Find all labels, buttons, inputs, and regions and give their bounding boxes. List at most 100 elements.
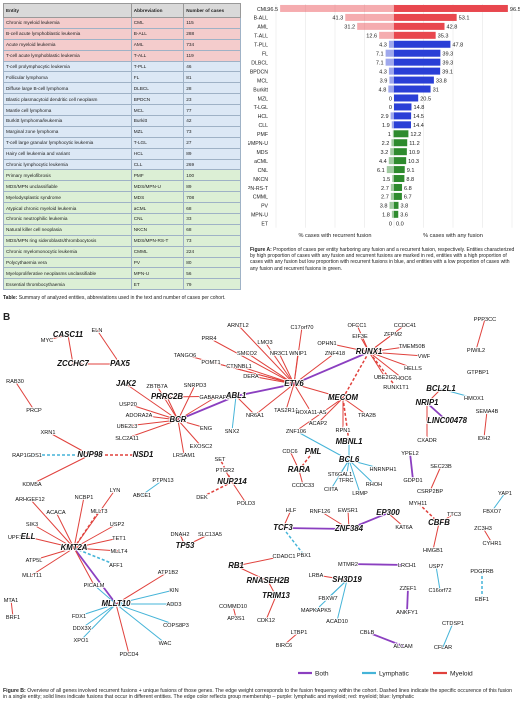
category-label: DLBCL: [251, 60, 268, 66]
fusion-edge: [115, 589, 175, 605]
gene-node: UPF1: [8, 535, 22, 541]
bar-any-fusion: [394, 94, 419, 102]
cell-abbreviation: CMML: [130, 245, 185, 258]
gene-node: DNAH2: [171, 532, 190, 538]
category-label: AML: [257, 25, 268, 31]
fusion-edge: [177, 419, 185, 456]
bar-recurrent-fusion: [392, 130, 394, 138]
gene-node: WNIP1: [289, 351, 307, 357]
bar-any-fusion: [394, 210, 399, 218]
gene-node: CTDSP1: [442, 621, 464, 627]
gene-node: OPHN1: [317, 341, 336, 347]
fusion-edge: [406, 587, 409, 613]
label-recurrent-fusion: 31.2: [344, 25, 355, 31]
gene-node: RPN1: [336, 428, 351, 434]
gene-node: C16orf72: [428, 588, 451, 594]
fusion-edge: [298, 451, 314, 471]
cell-abbreviation: BPDCN: [130, 93, 185, 106]
gene-node: SLC2A11: [115, 436, 139, 442]
label-recurrent-fusion: 0: [389, 96, 392, 102]
gene-node: RUNX1T1: [383, 385, 409, 391]
gene-node: EWSR1: [338, 508, 358, 514]
table-row: Chronic neutrophilic leukemia CNL 33: [3, 213, 241, 225]
fusion-edge: [232, 605, 237, 619]
gene-node: CCDC33: [292, 483, 314, 489]
category-label: CMML: [253, 195, 268, 201]
fusion-edge: [33, 547, 75, 561]
gene-node: FBXW7: [318, 596, 337, 602]
label-any-fusion: 14.8: [413, 105, 424, 111]
fusion-edge: [342, 397, 368, 416]
gene-node: ADORA2A: [126, 413, 153, 419]
gene-node: ATP1B2: [158, 570, 178, 576]
table-row: Myeloproliferative neoplasms unclassifia…: [3, 267, 241, 280]
gene-node: THOC6: [393, 376, 412, 382]
gene-node: HLF: [286, 508, 297, 514]
figure-a-caption-label: Figure A:: [250, 247, 272, 253]
label-recurrent-fusion: 7.1: [376, 60, 384, 66]
table-row: T-cell large granular lymphocytic leukem…: [3, 136, 241, 149]
table-row: Hairy cell leukemia and variant HCL 89: [3, 147, 241, 160]
gene-node: HOXA11-AS: [296, 410, 327, 416]
category-label: T-LGL: [254, 105, 269, 111]
gene-node: NUP98: [77, 450, 103, 459]
header-entity: Entity: [3, 3, 132, 18]
label-recurrent-fusion: 3.9: [380, 78, 388, 84]
fusion-edge: [330, 459, 350, 490]
gene-node: OFCC1: [348, 323, 367, 329]
cell-entity: Mantle cell lymphoma: [3, 104, 132, 117]
category-label: MDS/MPN-U: [248, 141, 268, 147]
cell-entity: Acute myeloid leukemia: [3, 38, 132, 51]
bar-recurrent-fusion: [390, 112, 394, 120]
bar-any-fusion: [394, 49, 441, 57]
gene-node: PTPN13: [152, 478, 173, 484]
label-any-fusion: 10.9: [409, 150, 420, 156]
category-label: ET: [261, 222, 268, 228]
gene-node: ARNTL2: [227, 323, 248, 329]
bar-recurrent-fusion: [391, 121, 394, 129]
fusion-edge: [347, 563, 408, 566]
gene-node: ANKFY1: [396, 610, 418, 616]
gene-node: PDGFRB: [470, 569, 494, 575]
fusion-edge: [138, 414, 179, 421]
gene-node: LRCH1: [398, 563, 416, 569]
bar-any-fusion: [394, 121, 411, 129]
fusion-edge: [177, 419, 202, 447]
cell-entity: MDS/MPN ring sideroblasts/thrombocytosis: [3, 234, 132, 247]
cell-entity: Chronic myelomonocytic leukemia: [3, 245, 132, 258]
gene-node: TCF3: [273, 523, 293, 532]
bar-any-fusion: [394, 157, 407, 165]
cell-number-of-cases: 288: [183, 27, 241, 40]
gene-node: RHOH: [366, 482, 382, 488]
gene-node: WAC: [159, 641, 172, 647]
gene-node: LMO3: [257, 340, 272, 346]
bar-any-fusion: [394, 58, 441, 66]
cell-number-of-cases: 27: [183, 136, 241, 149]
fusion-edge: [426, 388, 442, 404]
gene-node: UBE2L3: [117, 424, 138, 430]
bar-any-fusion: [394, 201, 399, 209]
fusion-edge: [254, 383, 295, 416]
label-recurrent-fusion: 12.6: [366, 34, 377, 40]
gene-node: TRA2B: [358, 413, 376, 419]
label-any-fusion: 53.1: [459, 16, 470, 22]
gene-node: BCR: [170, 415, 187, 424]
gene-node: MLLT4: [111, 549, 128, 555]
fusion-edge: [235, 565, 269, 582]
legend-label: Lymphatic: [379, 671, 410, 678]
gene-node: C17orf70: [290, 325, 313, 331]
fusion-edge: [231, 395, 237, 432]
cell-number-of-cases: 224: [183, 245, 241, 258]
fusion-edge: [366, 631, 404, 647]
gene-node: ARHGEF12: [15, 497, 45, 503]
gene-node: NCBP1: [75, 495, 94, 501]
gene-node: CIITA: [324, 487, 338, 493]
fusion-edge: [483, 410, 488, 439]
gene-node: DEK: [196, 495, 208, 501]
fusion-edge: [179, 533, 186, 547]
fusion-edge: [235, 383, 295, 397]
fusion-edge: [348, 459, 384, 470]
cell-entity: Primary myelofibrosis: [3, 169, 132, 182]
cell-abbreviation: CML: [130, 17, 185, 29]
gene-node: YAP1: [498, 491, 512, 497]
